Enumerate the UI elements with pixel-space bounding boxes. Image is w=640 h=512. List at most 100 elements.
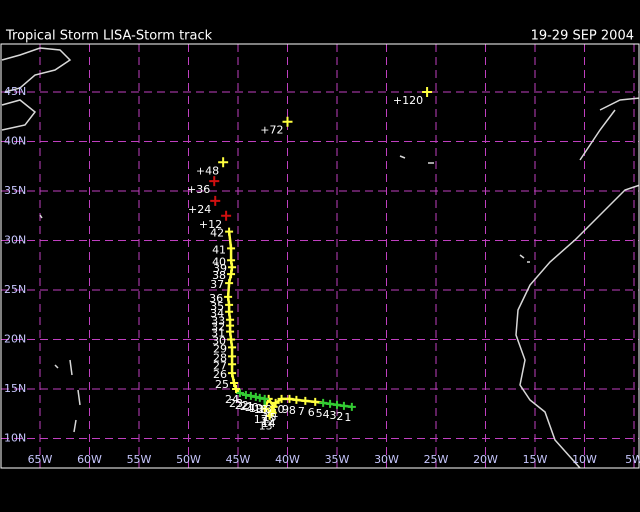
track-label: 14	[262, 417, 276, 430]
track-label: 40	[212, 255, 226, 268]
track-label: 18	[254, 403, 268, 416]
track-label: 25	[215, 378, 229, 391]
lon-label: 65W	[28, 453, 53, 466]
lon-label: 30W	[374, 453, 399, 466]
coast-north-america	[1, 47, 72, 93]
lat-label: 45N	[4, 85, 26, 98]
forecast-label: +12	[199, 218, 222, 231]
coast-nova-scotia	[1, 99, 37, 131]
position-marker	[224, 292, 233, 301]
position-marker	[232, 385, 241, 393]
position-marker	[260, 404, 269, 413]
coast-atlantic-islands	[399, 155, 530, 263]
track-label: 6	[308, 406, 315, 419]
lon-label: 55W	[127, 453, 152, 466]
lat-label: 10N	[4, 432, 26, 445]
track-label: 37	[210, 278, 224, 291]
lon-label: 15W	[523, 453, 548, 466]
position-marker	[311, 397, 320, 406]
track-label: 15	[263, 411, 277, 424]
track-label: 39	[213, 262, 227, 275]
coast-islands	[39, 214, 81, 433]
position-marker	[228, 369, 237, 378]
position-marker	[227, 270, 236, 279]
track-label: 35	[210, 300, 224, 313]
track-label: 24	[225, 393, 239, 406]
lon-label: 60W	[77, 453, 102, 466]
position-marker	[228, 352, 237, 361]
track-label: 23	[229, 397, 243, 410]
position-marker	[225, 307, 234, 316]
track-label: 7	[298, 405, 305, 418]
position-marker	[228, 360, 237, 369]
map-frame	[0, 43, 640, 469]
track-label: 29	[213, 342, 227, 355]
position-marker	[235, 388, 244, 397]
track-label: 38	[212, 269, 226, 282]
lat-label: 15N	[4, 382, 26, 395]
track-label: 12	[261, 415, 275, 428]
track-label: 22	[235, 399, 249, 412]
track-label: 30	[212, 335, 226, 348]
position-marker	[326, 399, 335, 408]
track-label: 4	[323, 408, 330, 421]
grid	[1, 44, 639, 468]
coastlines	[1, 47, 639, 468]
position-marker	[225, 227, 234, 236]
position-marker	[285, 394, 294, 403]
track-label: 21	[240, 400, 254, 413]
forecast-label: +120	[393, 94, 423, 107]
position-marker	[292, 395, 301, 404]
lon-label: 50W	[176, 453, 201, 466]
track-label: 36	[209, 292, 223, 305]
position-marker	[226, 315, 235, 324]
forecast-label: +24	[188, 203, 211, 216]
track-label: 31	[211, 327, 225, 340]
track-label: 9	[282, 403, 289, 416]
lat-label: 35N	[4, 184, 26, 197]
lon-label: 40W	[275, 453, 300, 466]
lon-label: 35W	[325, 453, 350, 466]
position-marker	[227, 256, 236, 265]
position-marker	[339, 401, 348, 410]
lat-label: 20N	[4, 333, 26, 346]
coast-iberia	[599, 97, 639, 111]
position-marker	[209, 176, 220, 187]
track-label: 3	[330, 409, 337, 422]
forecast-label: +36	[187, 183, 210, 196]
lat-label: 40N	[4, 135, 26, 148]
track-label: 8	[289, 404, 296, 417]
position-marker	[210, 195, 221, 206]
position-marker	[347, 402, 356, 411]
coast-africa	[515, 184, 639, 468]
track-label: 34	[210, 307, 224, 320]
lat-label: 30N	[4, 234, 26, 247]
position-marker	[333, 400, 341, 409]
track-label: 5	[316, 407, 323, 420]
position-marker	[227, 244, 236, 253]
track-label: 13	[259, 420, 273, 433]
position-marker	[319, 398, 328, 407]
forecast-label: +48	[196, 164, 219, 177]
track-label: 17	[254, 413, 268, 426]
track-label: 20	[245, 401, 259, 414]
track-label: 42	[210, 227, 224, 240]
position-marker	[225, 300, 234, 309]
position-marker	[241, 390, 250, 399]
track-label: 19	[249, 402, 263, 415]
date-range: 19-29 SEP 2004	[531, 29, 634, 44]
lon-label: 25W	[424, 453, 449, 466]
track-label: 28	[213, 351, 227, 364]
position-marker	[228, 263, 237, 272]
track: 1234567891011121314151617181920212223242…	[187, 87, 433, 433]
track-label: 41	[212, 243, 226, 256]
position-marker	[218, 157, 229, 168]
position-marker	[422, 87, 433, 97]
position-marker	[225, 279, 234, 288]
position-marker	[221, 210, 232, 221]
title: Tropical Storm LISA-Storm track	[5, 29, 213, 44]
track-label: 33	[211, 315, 225, 328]
position-marker	[227, 335, 236, 344]
